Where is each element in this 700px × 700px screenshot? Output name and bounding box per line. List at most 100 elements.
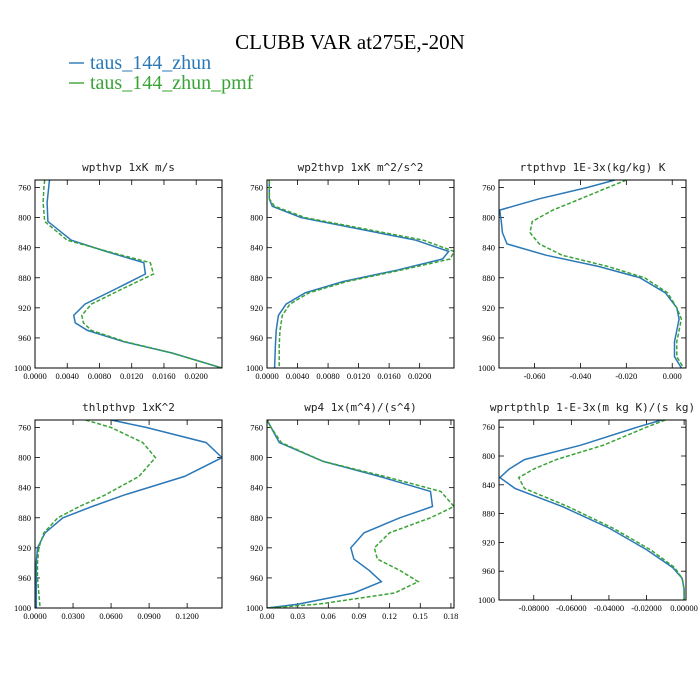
y-tick-label: 840 xyxy=(18,243,31,253)
x-tick-label: 0.0080 xyxy=(316,371,339,381)
y-tick-label: 800 xyxy=(482,451,495,461)
series-line-zhun xyxy=(499,420,685,600)
series-line-zhun xyxy=(268,180,450,368)
x-tick-label: -0.020 xyxy=(615,371,637,381)
x-tick-label: 0.0040 xyxy=(56,371,79,381)
x-tick-label: -0.08000 xyxy=(519,603,549,613)
plot-frame xyxy=(498,419,687,601)
y-tick-label: 1000 xyxy=(246,363,263,373)
panel-5: wp4 1x(m^4)/(s^4)76080084088092096010000… xyxy=(246,401,458,621)
plot-frame xyxy=(34,419,223,609)
x-tick-label: 0.15 xyxy=(413,611,428,621)
x-tick-label: 0.0160 xyxy=(152,371,175,381)
panel-title: rtpthvp 1E-3x(kg/kg) K xyxy=(520,161,666,174)
x-tick-label: 0.0000 xyxy=(255,371,278,381)
y-tick-label: 840 xyxy=(482,243,495,253)
x-tick-label: 0.0000 xyxy=(23,611,46,621)
y-tick-label: 880 xyxy=(482,509,495,519)
x-tick-label: 0.00000 xyxy=(670,603,698,613)
y-tick-label: 880 xyxy=(18,513,31,523)
y-tick-label: 1000 xyxy=(246,603,263,613)
y-tick-label: 960 xyxy=(482,566,495,576)
x-tick-label: 0.03 xyxy=(290,611,305,621)
y-tick-label: 920 xyxy=(18,303,31,313)
y-tick-label: 880 xyxy=(250,513,263,523)
y-tick-label: 760 xyxy=(250,183,263,193)
y-tick-label: 840 xyxy=(18,483,31,493)
figure-title: CLUBB VAR at275E,-20N xyxy=(235,30,465,54)
x-tick-label: 0.00 xyxy=(260,611,275,621)
panel-title: wp4 1x(m^4)/(s^4) xyxy=(304,401,417,414)
x-tick-label: -0.02000 xyxy=(631,603,661,613)
x-tick-label: 0.06 xyxy=(321,611,336,621)
x-tick-label: 0.0200 xyxy=(185,371,208,381)
y-tick-label: 1000 xyxy=(478,363,495,373)
y-tick-label: 840 xyxy=(250,243,263,253)
panel-1: wpthvp 1xK m/s76080084088092096010000.00… xyxy=(14,161,223,381)
x-tick-label: -0.04000 xyxy=(594,603,624,613)
series-line-zhun-pmf xyxy=(42,180,222,368)
x-tick-label: 0.0200 xyxy=(408,371,431,381)
series-line-zhun xyxy=(267,420,434,608)
y-tick-label: 760 xyxy=(482,183,495,193)
plot-frame xyxy=(34,179,223,369)
y-tick-label: 800 xyxy=(18,213,31,223)
series-line-zhun xyxy=(499,180,683,368)
x-tick-label: 0.0120 xyxy=(347,371,370,381)
x-tick-label: 0.09 xyxy=(352,611,367,621)
x-tick-label: 0.12 xyxy=(382,611,397,621)
series-line-zhun-pmf xyxy=(529,180,685,368)
y-tick-label: 760 xyxy=(18,423,31,433)
y-tick-label: 880 xyxy=(18,273,31,283)
series-line-zhun-pmf xyxy=(36,420,157,608)
series-line-zhun xyxy=(35,420,222,608)
panel-title: wpthvp 1xK m/s xyxy=(82,161,175,174)
y-tick-label: 960 xyxy=(482,333,495,343)
series-line-zhun-pmf xyxy=(268,180,454,368)
y-tick-label: 760 xyxy=(482,422,495,432)
y-tick-label: 960 xyxy=(250,333,263,343)
y-tick-label: 920 xyxy=(250,543,263,553)
y-tick-label: 960 xyxy=(250,573,263,583)
panel-title: wprtpthlp 1-E-3x(m kg K)/(s kg) xyxy=(490,401,695,414)
x-tick-label: -0.060 xyxy=(524,371,546,381)
y-tick-label: 880 xyxy=(482,273,495,283)
x-tick-label: 0.18 xyxy=(443,611,458,621)
x-tick-label: 0.0900 xyxy=(137,611,160,621)
y-tick-label: 960 xyxy=(18,333,31,343)
series-line-zhun-pmf xyxy=(267,420,454,608)
panel-grid: wpthvp 1xK m/s76080084088092096010000.00… xyxy=(14,161,698,621)
plot-frame xyxy=(498,179,687,369)
x-tick-label: 0.0160 xyxy=(377,371,400,381)
series-line-zhun xyxy=(46,180,222,368)
y-tick-label: 800 xyxy=(250,453,263,463)
x-tick-label: -0.06000 xyxy=(556,603,586,613)
legend: taus_144_zhun taus_144_zhun_pmf xyxy=(69,52,254,94)
legend-label-zhun-pmf: taus_144_zhun_pmf xyxy=(90,72,254,94)
panel-3: rtpthvp 1E-3x(kg/kg) K 760 800 840 880 920 960… xyxy=(478,161,687,381)
y-tick-label: 760 xyxy=(18,183,31,193)
y-tick-label: 800 xyxy=(482,213,495,223)
x-tick-label: 0.000 xyxy=(663,371,682,381)
panel-title: thlpthvp 1xK^2 xyxy=(82,401,175,414)
x-tick-label: 0.0000 xyxy=(23,371,46,381)
panel-4: thlpthvp 1xK^2 760 800 840 880 920 960 10000.00… xyxy=(14,401,223,621)
x-tick-label: 0.0600 xyxy=(99,611,122,621)
series-line-zhun-pmf xyxy=(517,420,685,600)
legend-label-zhun: taus_144_zhun xyxy=(90,52,211,74)
x-tick-label: 0.1200 xyxy=(175,611,198,621)
y-tick-label: 800 xyxy=(18,453,31,463)
y-tick-label: 1000 xyxy=(14,363,31,373)
x-tick-label: 0.0120 xyxy=(120,371,143,381)
y-tick-label: 800 xyxy=(250,213,263,223)
y-tick-label: 1000 xyxy=(14,603,31,613)
x-tick-label: 0.0300 xyxy=(61,611,84,621)
y-tick-label: 920 xyxy=(250,303,263,313)
x-tick-label: -0.040 xyxy=(569,371,591,381)
y-tick-label: 760 xyxy=(250,423,263,433)
panel-title: wp2thvp 1xK m^2/s^2 xyxy=(298,161,424,174)
y-tick-label: 920 xyxy=(482,537,495,547)
y-tick-label: 1000 xyxy=(478,595,495,605)
plot-frame xyxy=(266,419,455,609)
